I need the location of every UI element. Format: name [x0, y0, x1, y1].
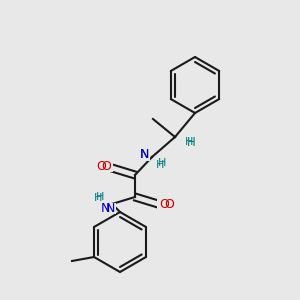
Bar: [95, 193, 105, 202]
Text: H: H: [94, 193, 102, 203]
Text: H: H: [187, 136, 196, 148]
Text: H: H: [96, 192, 104, 202]
Text: O: O: [159, 197, 169, 211]
Bar: [155, 160, 165, 169]
Text: O: O: [101, 160, 111, 172]
Text: H: H: [156, 160, 164, 170]
Bar: [138, 149, 150, 161]
Text: O: O: [164, 197, 174, 211]
Text: O: O: [96, 160, 106, 172]
Bar: [157, 199, 171, 209]
Text: N: N: [139, 148, 149, 161]
Text: N: N: [105, 202, 115, 214]
Bar: [99, 160, 113, 172]
Text: N: N: [139, 148, 149, 161]
Text: N: N: [100, 202, 110, 214]
Bar: [104, 202, 116, 214]
Text: H: H: [158, 158, 166, 168]
Text: H: H: [185, 137, 193, 147]
Bar: [184, 137, 194, 146]
